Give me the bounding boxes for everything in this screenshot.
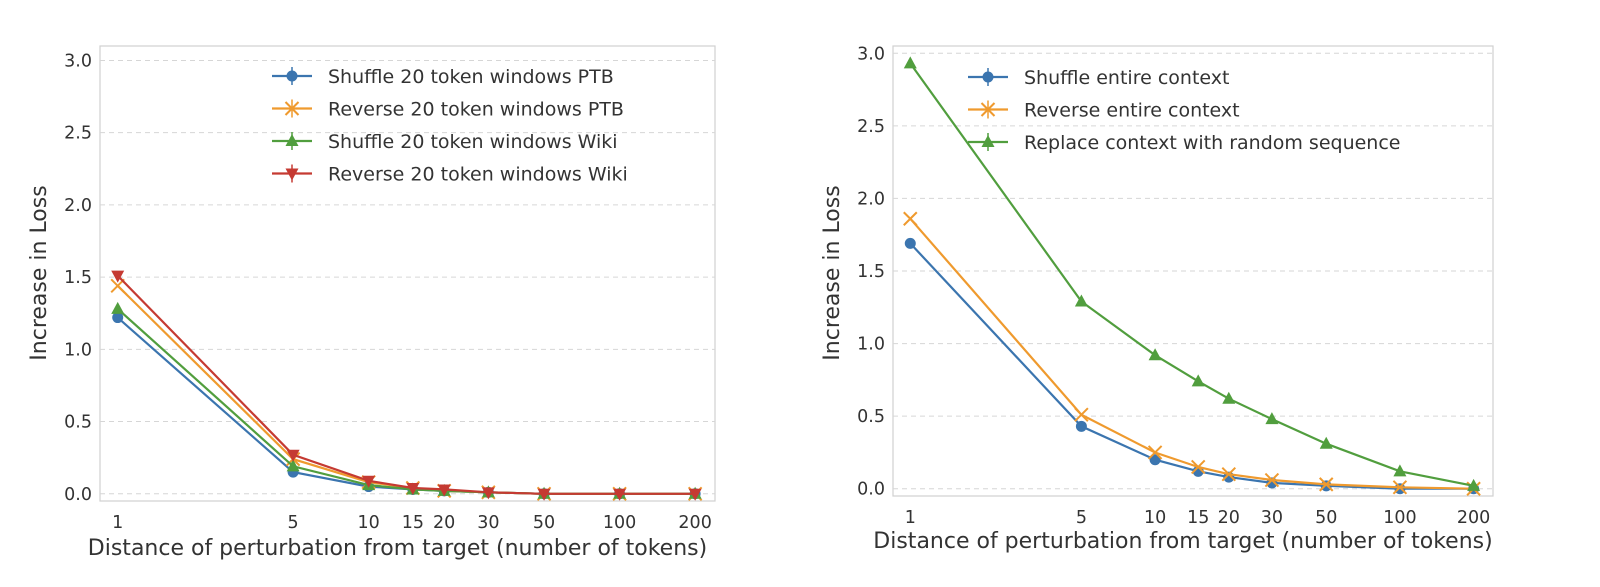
data-point: [903, 211, 918, 226]
legend-label: Shuffle 20 token windows PTB: [328, 66, 614, 88]
data-point: [1265, 412, 1279, 425]
legend-item: Reverse 20 token windows PTB: [272, 99, 624, 121]
x-tick-label: 20: [433, 513, 455, 533]
legend-item: Shuffle 20 token windows PTB: [272, 66, 614, 88]
legend-label: Reverse 20 token windows Wiki: [328, 164, 628, 186]
series-1: [904, 237, 1480, 495]
y-tick-label: 0.0: [64, 485, 92, 505]
y-tick-label: 2.0: [857, 189, 885, 209]
y-tick-label: 1.0: [64, 340, 92, 360]
data-point: [1221, 467, 1237, 482]
data-point: [362, 475, 376, 488]
data-point: [286, 449, 300, 462]
x-tick-label: 1: [905, 508, 916, 528]
y-tick-label: 0.0: [857, 480, 885, 500]
legend-label: Shuffle entire context: [1024, 67, 1229, 89]
data-point: [406, 483, 420, 495]
x-tick-label: 30: [1261, 508, 1283, 528]
legend-label: Shuffle 20 token windows Wiki: [328, 131, 618, 153]
legend-label: Reverse entire context: [1024, 100, 1240, 122]
x-tick-label: 1: [112, 513, 123, 533]
x-tick-label: 15: [1187, 508, 1209, 528]
data-point: [1191, 374, 1205, 387]
data-point: [437, 484, 451, 497]
data-point: [537, 488, 551, 501]
data-point: [1148, 348, 1162, 361]
chart-1: 0.00.51.01.52.02.53.01 5 10 15 20 30 50 100 200D…: [27, 45, 716, 561]
data-point: [1393, 464, 1407, 477]
y-axis-label: Increase in Loss: [820, 185, 845, 360]
x-tick-label: 200: [1457, 508, 1490, 528]
plot-area: [99, 45, 716, 502]
data-point: [1392, 480, 1408, 495]
legend-item: Replace context with random sequence: [968, 132, 1400, 154]
y-tick-label: 3.0: [64, 51, 92, 71]
legend-item: Shuffle 20 token windows Wiki: [272, 131, 618, 153]
legend-label: Replace context with random sequence: [1024, 132, 1400, 154]
data-point: [903, 56, 917, 69]
y-tick-label: 2.5: [857, 117, 885, 137]
data-point: [1264, 472, 1280, 488]
y-tick-label: 1.0: [857, 335, 885, 355]
data-point: [1075, 420, 1087, 432]
y-tick-label: 0.5: [857, 407, 885, 427]
x-tick-label: 200: [678, 513, 711, 533]
data-point: [111, 270, 125, 283]
y-tick-label: 1.5: [64, 268, 92, 288]
x-tick-label: 5: [288, 513, 299, 533]
data-point: [1467, 478, 1481, 491]
data-point: [1319, 477, 1334, 492]
x-tick-label: 50: [1315, 508, 1337, 528]
data-point: [1149, 454, 1161, 466]
data-point: [1222, 391, 1236, 404]
data-point: [904, 237, 916, 249]
x-tick-label: 100: [1383, 508, 1416, 528]
x-tick-label: 20: [1218, 508, 1240, 528]
x-tick-label: 10: [358, 513, 380, 533]
x-tick-label: 30: [477, 513, 499, 533]
series-3: [903, 56, 1481, 491]
x-tick-label: 100: [603, 513, 636, 533]
y-tick-label: 3.0: [857, 44, 885, 64]
legend: Shuffle 20 token windows PTB Reverse 20 t…: [272, 66, 628, 186]
data-point: [112, 312, 124, 324]
data-point: [1320, 480, 1332, 492]
x-axis-label: Distance of perturbation from target (nu…: [88, 536, 707, 561]
x-tick-label: 15: [402, 513, 424, 533]
series-4: [111, 270, 702, 501]
data-point: [688, 488, 702, 501]
legend-label: Reverse 20 token windows PTB: [328, 99, 624, 121]
data-point: [1394, 483, 1406, 495]
x-tick-label: 10: [1144, 508, 1166, 528]
legend-item: Reverse 20 token windows Wiki: [272, 164, 628, 186]
legend-item: Reverse entire context: [968, 100, 1240, 122]
y-tick-label: 1.5: [857, 262, 885, 282]
data-point: [1191, 459, 1206, 475]
data-point: [1319, 436, 1333, 449]
data-point: [1074, 294, 1088, 307]
legend: Shuffle entire context Reverse entire con…: [968, 67, 1400, 154]
chart-2: 0.00.51.01.52.02.53.01 5 10 15 20 30 50 100 200D…: [820, 44, 1494, 554]
data-point: [613, 488, 627, 501]
data-point: [481, 487, 495, 500]
y-axis-label: Increase in Loss: [27, 185, 52, 360]
y-tick-label: 2.5: [64, 124, 92, 144]
x-tick-label: 5: [1076, 508, 1087, 528]
y-tick-label: 0.5: [64, 413, 92, 433]
data-point: [1147, 445, 1163, 460]
x-tick-label: 50: [533, 513, 555, 533]
y-tick-label: 2.0: [64, 196, 92, 216]
data-point: [111, 301, 125, 314]
data-point: [286, 459, 300, 472]
legend-item: Shuffle entire context: [968, 67, 1229, 89]
data-point: [1074, 407, 1089, 422]
x-axis-label: Distance of perturbation from target (nu…: [873, 529, 1492, 554]
